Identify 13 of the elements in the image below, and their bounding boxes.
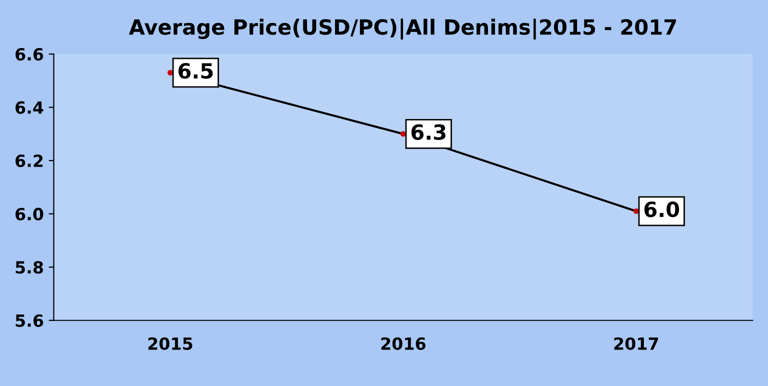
y-tick-label: 5.6 (16, 314, 44, 327)
data-label: 6.0 (644, 201, 680, 218)
y-tick-label: 6.4 (16, 101, 44, 114)
x-tick-label: 2015 (148, 337, 192, 350)
y-tick-label: 5.8 (16, 261, 44, 274)
chart-title: Average Price(USD/PC)|All Denims|2015 - 2017 (128, 18, 676, 40)
data-label: 6.3 (411, 124, 446, 140)
x-tick-label: 2017 (614, 337, 658, 350)
y-tick-label: 6.2 (16, 154, 43, 168)
data-label: 6.5 (178, 62, 213, 79)
y-tick-label: 6.6 (16, 48, 44, 61)
y-tick-label: 6.0 (16, 208, 44, 220)
x-tick-label: 2016 (381, 337, 426, 350)
